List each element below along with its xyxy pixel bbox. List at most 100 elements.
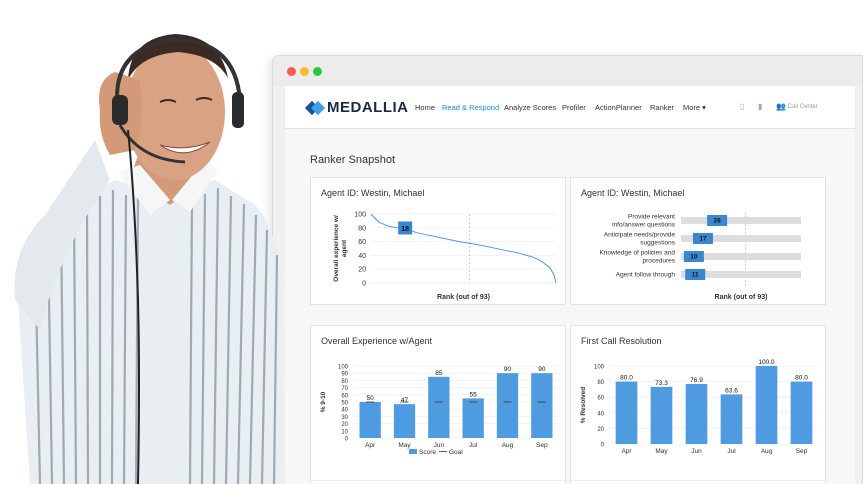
x-tick-label: Sep [796,448,808,455]
data-label: 90 [538,366,546,373]
rank-bar-track [681,235,801,242]
y-tick-label: 50 [341,401,348,407]
brand-name: MEDALLIA [327,99,409,116]
close-window-button[interactable] [287,67,296,76]
resolution-bar [615,381,638,444]
data-label: 80.0 [795,375,808,382]
y-tick-label: 60 [358,239,366,246]
nav-read-respond[interactable]: Read & Respond [442,103,500,112]
document-icon[interactable]: ▯ [740,102,745,111]
x-tick-label: Jun [434,442,445,449]
data-label: 47 [401,397,409,404]
rank-bar-track [681,271,801,278]
user-label[interactable]: @ Call Center [780,104,818,110]
rank-value-label: 17 [699,236,707,243]
category-label: procedures [642,258,675,265]
resolution-bar [720,394,743,444]
rank-bar-track [681,253,801,260]
legend-swatch-score [409,449,417,454]
y-tick-label: 40 [597,411,604,417]
rank-value-label: 11 [692,272,699,279]
top-navbar: MEDALLIA Home Read & Respond Analyze Sco… [285,86,855,129]
data-label: 80.0 [620,375,633,382]
card-title: First Call Resolution [581,336,662,346]
series-line [370,213,557,284]
y-tick-label: 20 [341,422,348,428]
medallia-logo[interactable]: MEDALLIA [304,99,409,116]
y-tick-label: 100 [594,365,605,371]
first-call-resolution-chart: 0 20 40 60 80 100 80.0 Apr 73.3 May 76.9 Jun 63.6 Jul… [580,359,819,455]
category-label: Knowledge of policies and [599,250,675,257]
y-tick-label: 30 [341,415,348,421]
card-title: Agent ID: Westin, Michael [321,188,425,198]
x-tick-label: Jun [691,448,702,455]
minimize-window-button[interactable] [300,67,309,76]
logo-mark-icon [304,100,326,116]
maximize-window-button[interactable] [313,67,322,76]
x-axis-label: Rank (out of 93) [437,294,490,301]
y-axis-label: agent [341,239,348,257]
y-tick-label: 80 [358,225,366,232]
y-tick-label: 40 [358,253,366,260]
rank-marker [685,269,706,280]
resolution-bar [755,366,778,444]
y-tick-label: 90 [341,372,348,378]
resolution-bar [685,384,708,444]
overall-experience-chart: 010203040506070809010050Apr47May85Jun55J… [320,365,559,456]
rank-value-label: 10 [690,254,698,261]
nav-ranker[interactable]: Ranker [650,103,675,112]
y-axis-label: % 9-10 [320,391,327,412]
score-bar [496,373,519,438]
score-bar [393,404,416,438]
nav-more[interactable]: More ▾ [683,103,706,112]
y-tick-label: 40 [341,408,348,414]
y-tick-label: 60 [341,393,348,399]
rank-marker [683,251,704,262]
y-tick-label: 80 [597,380,604,386]
rank-marker [692,233,713,244]
rank-bar-track [681,217,801,224]
nav-home[interactable]: Home [415,103,436,112]
category-label: Anticipate needs/provide [604,232,676,239]
nav-profiler[interactable]: Profiler [562,103,586,112]
y-tick-label: 100 [338,365,349,371]
y-tick-label: 10 [341,429,348,435]
x-tick-label: May [655,448,668,455]
data-label: 55 [470,391,478,398]
browser-window: MEDALLIA Home Read & Respond Analyze Sco… [272,55,863,484]
data-label: 63.6 [725,387,738,394]
y-tick-label: 0 [345,437,349,443]
users-icon[interactable]: 👥 [776,102,786,111]
resolution-bar [790,381,813,444]
y-tick-label: 100 [354,212,366,219]
resolution-bar [650,386,673,444]
y-tick-label: 20 [358,267,366,274]
rank-line-chart: 0 20 40 60 80 100 18 Rank (out of 93) Overall ex… [333,212,557,301]
legend-label-score: Score [419,449,436,456]
data-label: 90 [504,366,512,373]
x-tick-label: Aug [502,442,514,449]
card-title: Agent ID: Westin, Michael [581,188,685,198]
window-titlebar [273,56,862,86]
nav-analyze-scores[interactable]: Analyze Scores [504,103,557,112]
data-label: 73.3 [655,380,668,387]
y-axis-label: % Resolved [580,387,587,424]
page-title: Ranker Snapshot [310,154,395,166]
y-tick-label: 80 [341,379,348,385]
bookmark-icon[interactable]: ▮ [758,102,763,111]
nav-actionplanner[interactable]: ActionPlanner [595,103,642,112]
y-tick-label: 70 [341,386,348,392]
main-page: Ranker Snapshot Agent ID: Westin, Michae… [285,129,855,484]
highlight-label: 18 [401,226,409,233]
legend-label-goal: Goal [449,449,463,456]
highlight-marker [398,221,413,235]
x-axis-label: Rank (out of 93) [715,294,768,301]
score-bar [531,373,553,438]
data-label: 76.9 [690,377,703,384]
rank-value-label: 28 [714,218,722,225]
category-label: Agent follow through [616,272,676,279]
y-tick-label: 20 [597,427,604,433]
category-label: info/answer questions [612,222,676,229]
rank-bars-card: Agent ID: Westin, Michael Provide releva… [570,177,826,305]
x-tick-label: May [398,442,411,449]
